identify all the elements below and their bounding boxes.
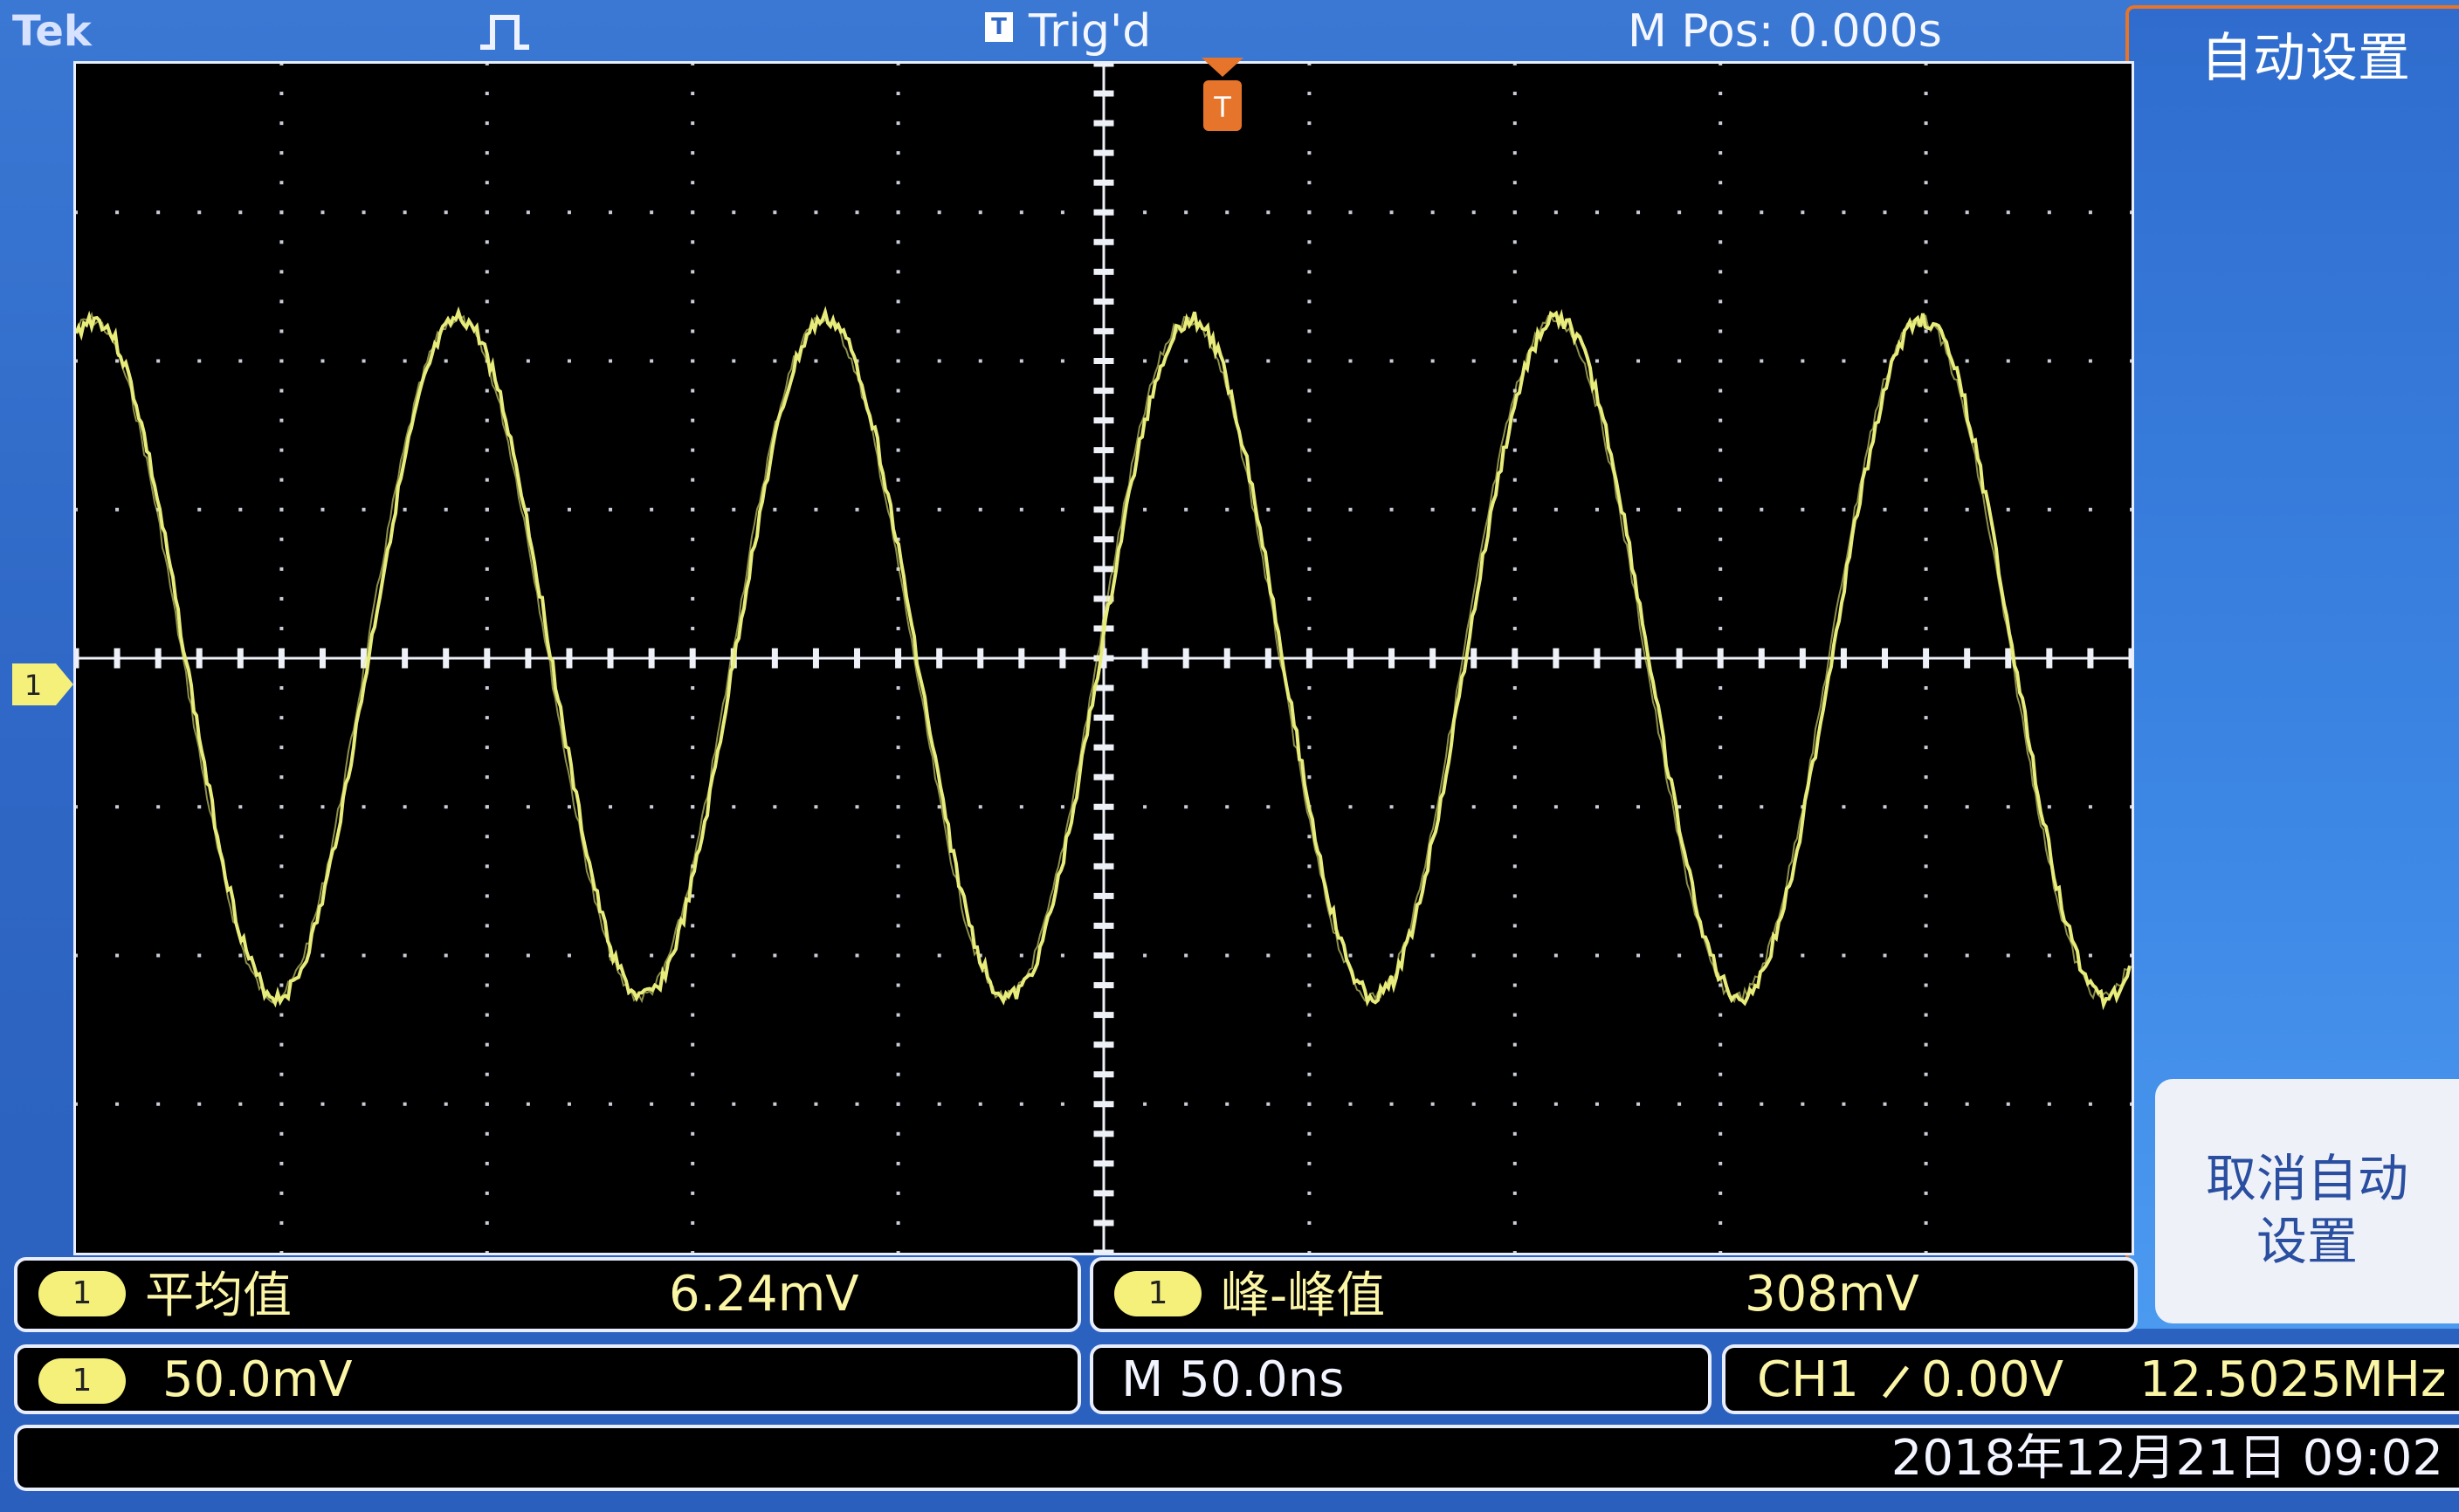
channel-1-vertical-scale: 50.0mV xyxy=(162,1351,353,1408)
graticule-grid xyxy=(76,64,2132,1253)
channel-1-scale-panel[interactable]: 1 50.0mV xyxy=(14,1344,1081,1414)
trigger-status: Trig'd xyxy=(1029,5,1152,58)
trigger-frequency: 12.5025MHz xyxy=(2139,1351,2447,1408)
undo-autoset-label: 取消自动设置 xyxy=(2205,1149,2408,1271)
measurement-peak-to-peak-label: 峰-峰值 xyxy=(1221,1268,1386,1324)
timebase-readout: M 50.0ns xyxy=(1121,1351,1345,1408)
channel-1-badge: 1 xyxy=(38,1271,126,1316)
timebase-panel[interactable]: M 50.0ns xyxy=(1090,1344,1712,1414)
datetime-panel: 2018年12月21日 09:02 xyxy=(14,1425,2459,1491)
graticule-center-axes xyxy=(76,64,2132,1253)
channel-1-ground-marker-label: 1 xyxy=(24,669,42,702)
horizontal-position-readout: M Pos: 0.000s xyxy=(1628,5,1942,58)
channel-1-badge: 1 xyxy=(38,1358,126,1404)
measurement-mean-panel[interactable]: 1 平均值 6.24mV xyxy=(14,1257,1081,1332)
trigger-level: 0.00V xyxy=(1921,1351,2063,1408)
channel-1-ground-marker: 1 xyxy=(12,663,73,705)
rising-edge-icon xyxy=(1883,1365,1909,1399)
trigger-source: CH1 xyxy=(1757,1351,1859,1408)
undo-autoset-button[interactable]: 取消自动设置 xyxy=(2155,1079,2459,1323)
pulse-icon xyxy=(480,15,529,50)
trigger-panel[interactable]: CH1 0.00V 12.5025MHz xyxy=(1722,1344,2459,1414)
waveform-graticule xyxy=(73,61,2134,1255)
channel-1-waveform xyxy=(76,306,2132,1011)
autoset-menu-title: 自动设置 xyxy=(2201,28,2410,89)
datetime-readout: 2018年12月21日 09:02 xyxy=(1891,1430,2443,1487)
measurement-peak-to-peak-value: 308mV xyxy=(1745,1266,1919,1323)
measurement-peak-to-peak-panel[interactable]: 1 峰-峰值 308mV xyxy=(1090,1257,2138,1332)
trigger-status-badge: T xyxy=(985,12,1013,42)
trigger-position-marker-label: T xyxy=(1213,91,1231,124)
brand-logo: Tek xyxy=(12,7,92,56)
trigger-position-marker: T xyxy=(1202,58,1243,131)
measurement-mean-label: 平均值 xyxy=(145,1268,292,1324)
channel-1-badge: 1 xyxy=(1114,1271,1202,1316)
measurement-mean-value: 6.24mV xyxy=(669,1266,859,1323)
